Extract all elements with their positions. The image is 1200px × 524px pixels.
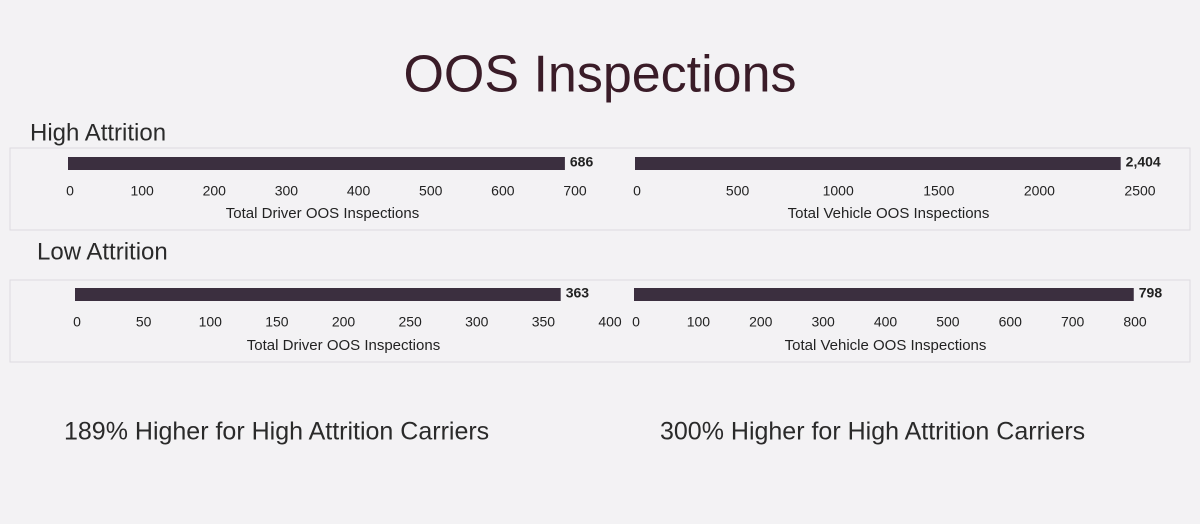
x-tick-label: 200: [332, 314, 356, 330]
x-tick-label: 200: [749, 314, 773, 330]
x-tick-label: 700: [1061, 314, 1085, 330]
x-tick-label: 300: [465, 314, 489, 330]
note: 189% Higher for High Attrition Carriers: [64, 418, 489, 446]
x-tick-label: 0: [73, 314, 81, 330]
note: 300% Higher for High Attrition Carriers: [660, 418, 1085, 446]
x-tick-label: 500: [419, 183, 443, 199]
x-tick-label: 1000: [823, 183, 854, 199]
section-label: High Attrition: [30, 119, 166, 146]
panel-frame: [9, 147, 1191, 231]
panel-frame: [9, 279, 1191, 363]
x-tick-label: 800: [1123, 314, 1147, 330]
value-label: 686: [570, 154, 594, 170]
x-tick-label: 500: [936, 314, 960, 330]
bar: [634, 288, 1134, 301]
section-label: Low Attrition: [37, 238, 168, 265]
x-tick-label: 0: [632, 314, 640, 330]
x-tick-label: 300: [275, 183, 299, 199]
x-tick-label: 500: [726, 183, 750, 199]
x-tick-label: 400: [874, 314, 898, 330]
x-tick-label: 2000: [1024, 183, 1055, 199]
value-label: 798: [1139, 285, 1163, 301]
x-tick-label: 2500: [1124, 183, 1155, 199]
value-label: 363: [566, 285, 590, 301]
x-tick-label: 700: [563, 183, 587, 199]
x-axis-label: Total Driver OOS Inspections: [247, 337, 440, 354]
x-tick-label: 100: [199, 314, 223, 330]
x-tick-label: 100: [130, 183, 154, 199]
x-tick-label: 0: [633, 183, 641, 199]
bar: [68, 157, 565, 170]
x-tick-label: 0: [66, 183, 74, 199]
x-tick-label: 400: [347, 183, 371, 199]
x-tick-label: 100: [687, 314, 711, 330]
x-axis-label: Total Driver OOS Inspections: [226, 205, 419, 222]
x-tick-label: 600: [491, 183, 515, 199]
x-tick-label: 50: [136, 314, 152, 330]
value-label: 2,404: [1126, 154, 1161, 170]
x-tick-label: 350: [532, 314, 556, 330]
x-axis-label: Total Vehicle OOS Inspections: [785, 337, 987, 354]
x-tick-label: 300: [811, 314, 835, 330]
x-tick-label: 1500: [923, 183, 954, 199]
x-tick-label: 200: [203, 183, 227, 199]
x-tick-label: 150: [265, 314, 289, 330]
page-title: OOS Inspections: [403, 46, 796, 104]
x-axis-label: Total Vehicle OOS Inspections: [788, 205, 990, 222]
x-tick-label: 400: [598, 314, 622, 330]
x-tick-label: 250: [398, 314, 422, 330]
x-tick-label: 600: [999, 314, 1023, 330]
bar: [635, 157, 1121, 170]
bar: [75, 288, 561, 301]
